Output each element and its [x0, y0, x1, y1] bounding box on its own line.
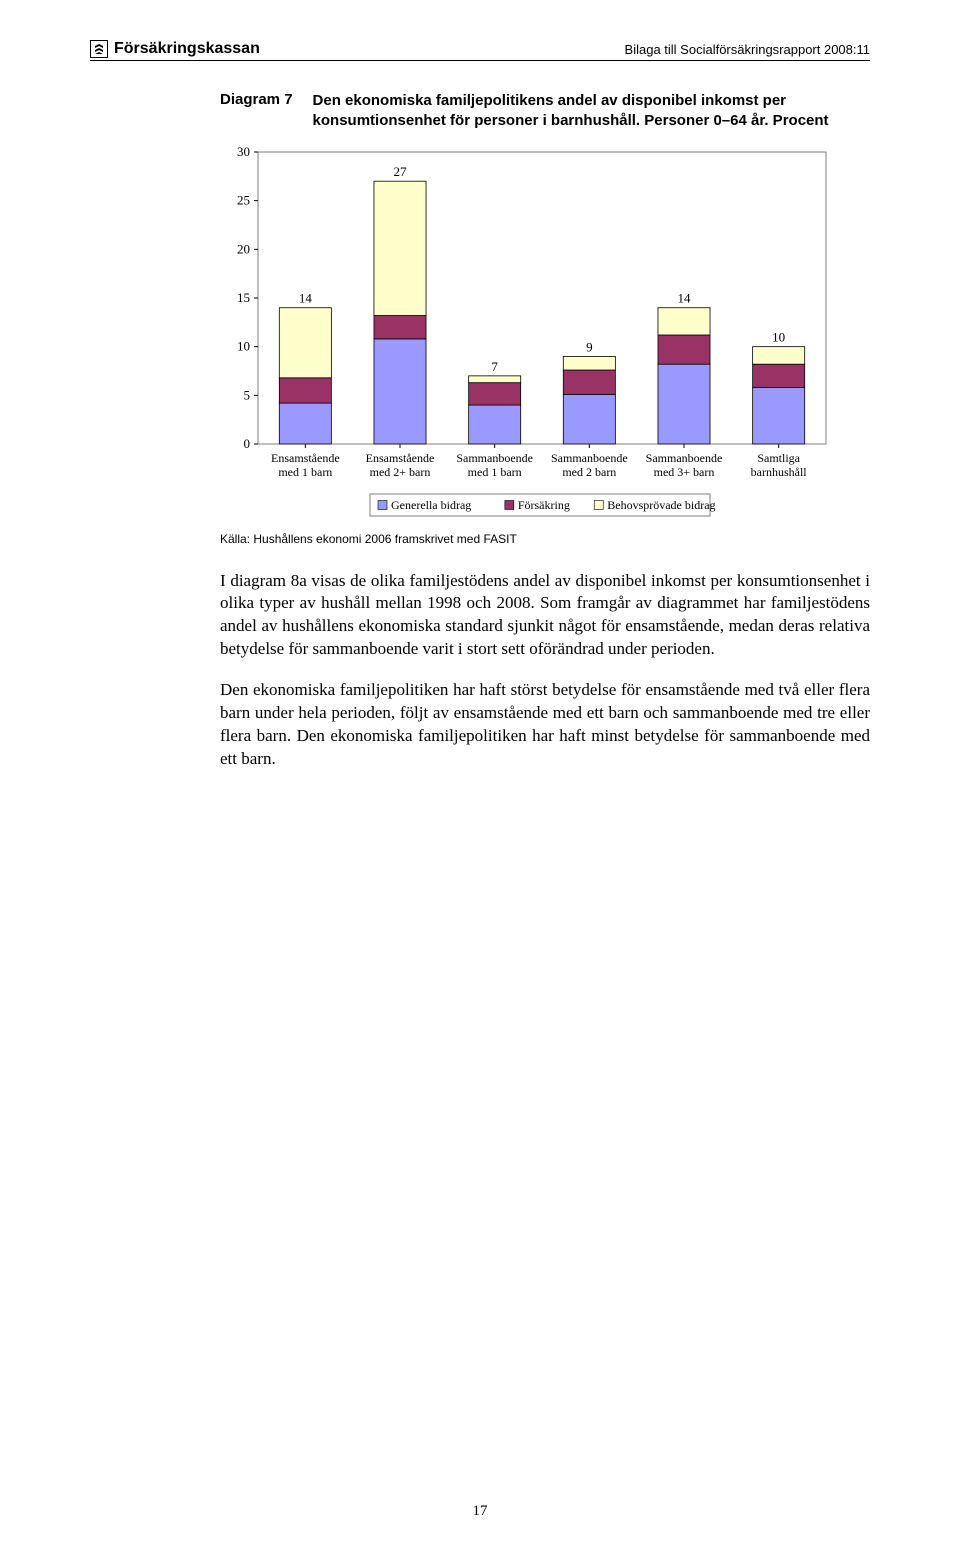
svg-text:9: 9 — [586, 339, 593, 354]
brand-logo-icon — [90, 40, 108, 58]
svg-text:med 2 barn: med 2 barn — [562, 465, 616, 479]
diagram-title: Den ekonomiska familjepolitikens andel a… — [313, 91, 870, 132]
svg-text:Generella bidrag: Generella bidrag — [391, 498, 471, 512]
svg-text:Behovsprövade bidrag: Behovsprövade bidrag — [607, 498, 715, 512]
diagram-caption: Diagram 7 Den ekonomiska familjepolitike… — [220, 91, 870, 132]
svg-text:14: 14 — [299, 290, 313, 305]
svg-text:0: 0 — [244, 436, 251, 451]
svg-text:Ensamstående: Ensamstående — [366, 451, 435, 465]
svg-text:5: 5 — [244, 387, 251, 402]
svg-text:med 1 barn: med 1 barn — [278, 465, 332, 479]
svg-text:7: 7 — [491, 358, 498, 373]
page-header: Försäkringskassan Bilaga till Socialförs… — [90, 40, 870, 61]
svg-text:med 2+ barn: med 2+ barn — [370, 465, 431, 479]
svg-text:Sammanboende: Sammanboende — [646, 451, 723, 465]
stacked-bar-chart-svg: 05101520253014Ensamståendemed 1 barn27En… — [220, 146, 832, 526]
svg-text:14: 14 — [678, 290, 692, 305]
svg-text:Samtliga: Samtliga — [757, 451, 800, 465]
chart-source: Källa: Hushållens ekonomi 2006 framskriv… — [220, 532, 870, 546]
svg-text:20: 20 — [237, 241, 250, 256]
header-report-ref: Bilaga till Socialförsäkringsrapport 200… — [625, 42, 870, 57]
svg-text:Sammanboende: Sammanboende — [456, 451, 533, 465]
body-paragraph-1: I diagram 8a visas de olika familjestöde… — [220, 570, 870, 662]
page-number: 17 — [0, 1503, 960, 1520]
svg-text:barnhushåll: barnhushåll — [751, 465, 808, 479]
brand-name: Försäkringskassan — [114, 40, 260, 58]
svg-text:med 3+ barn: med 3+ barn — [654, 465, 715, 479]
svg-text:Sammanboende: Sammanboende — [551, 451, 628, 465]
svg-text:10: 10 — [237, 338, 250, 353]
svg-text:10: 10 — [772, 329, 785, 344]
svg-text:med 1 barn: med 1 barn — [468, 465, 522, 479]
brand-block: Försäkringskassan — [90, 40, 260, 58]
svg-text:27: 27 — [394, 164, 408, 179]
svg-text:25: 25 — [237, 192, 250, 207]
svg-text:15: 15 — [237, 290, 250, 305]
svg-text:Försäkring: Försäkring — [518, 498, 570, 512]
svg-text:30: 30 — [237, 146, 250, 159]
svg-text:Ensamstående: Ensamstående — [271, 451, 340, 465]
diagram-number: Diagram 7 — [220, 91, 293, 132]
body-paragraph-2: Den ekonomiska familjepolitiken har haft… — [220, 679, 870, 771]
diagram-7-chart: 05101520253014Ensamståendemed 1 barn27En… — [220, 146, 832, 526]
